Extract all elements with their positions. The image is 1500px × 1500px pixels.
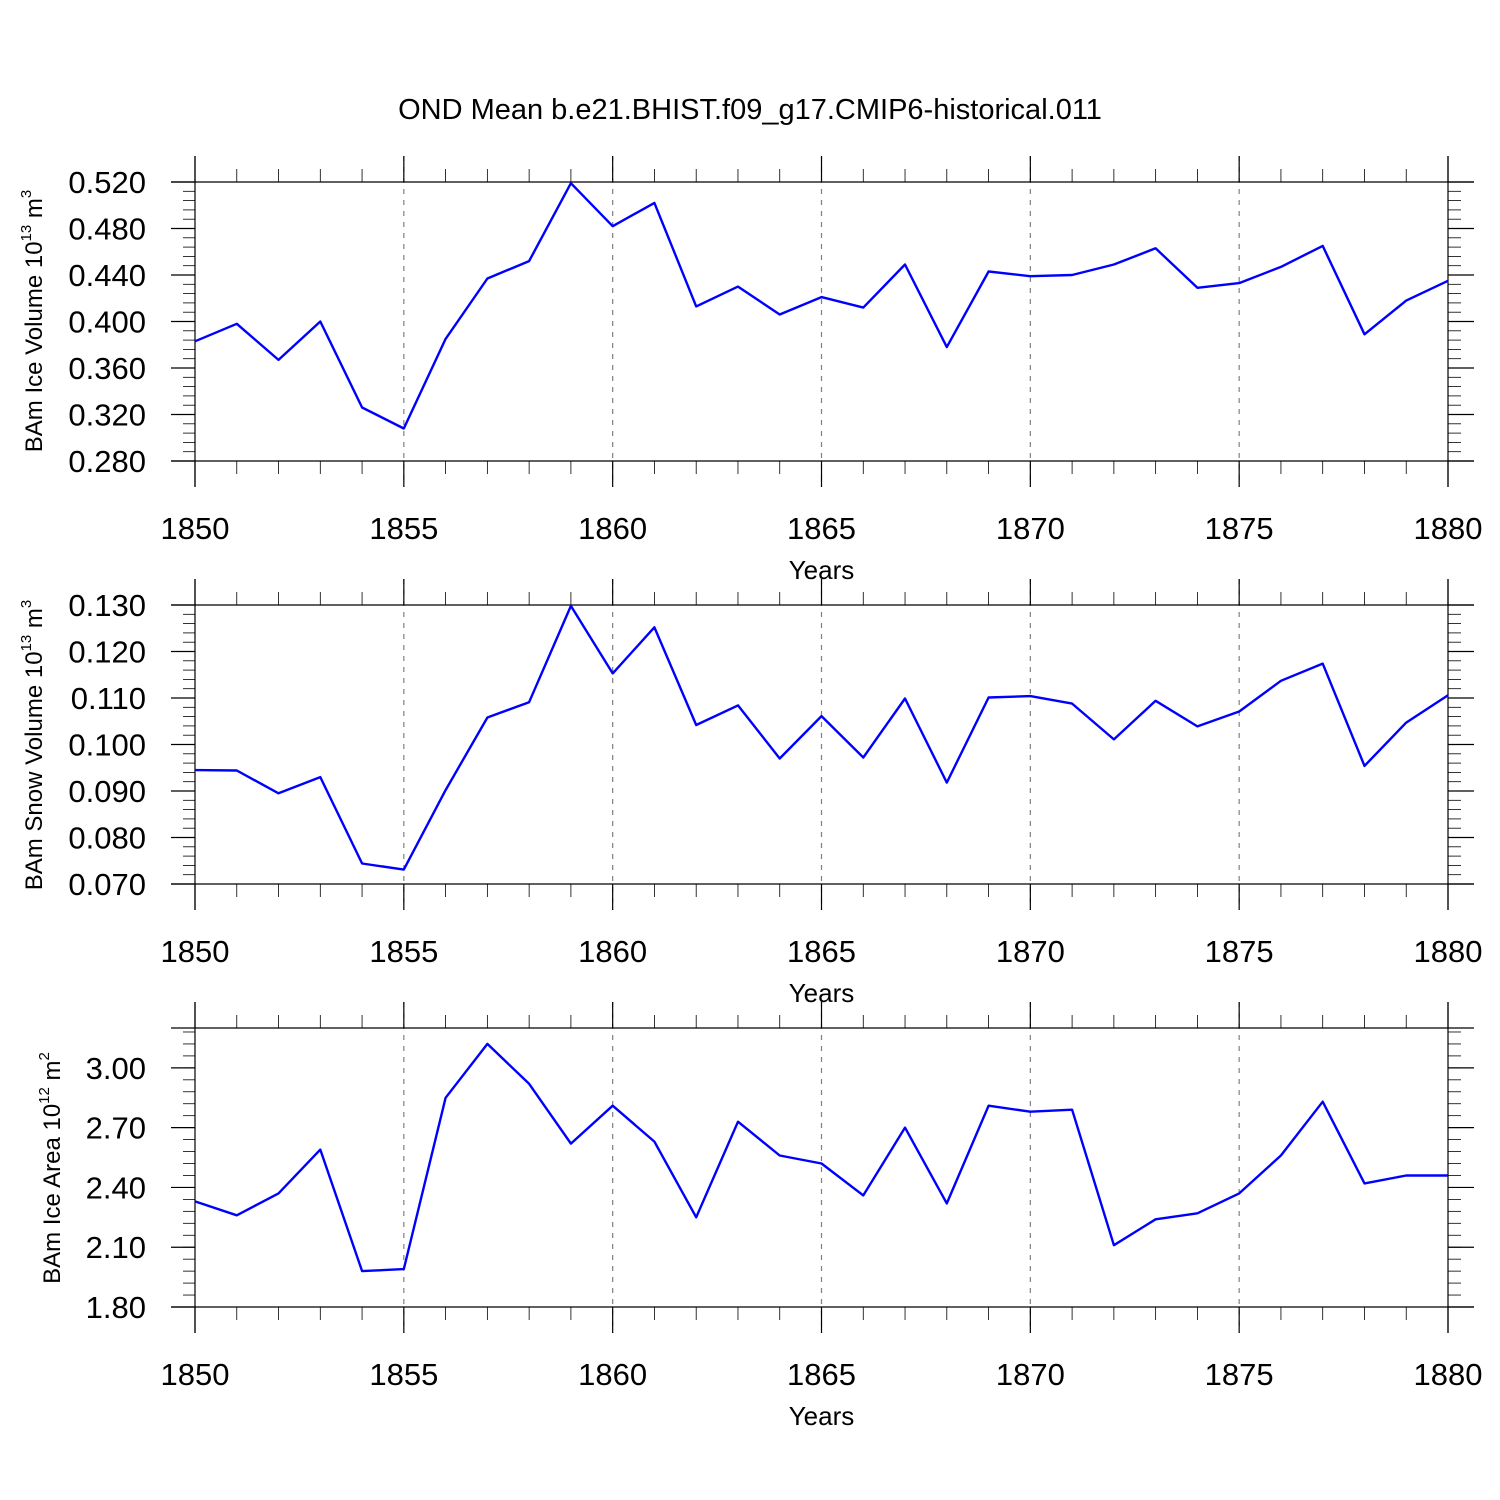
x-tick-label: 1865 (787, 934, 856, 969)
y-tick-label: 2.40 (86, 1170, 146, 1205)
x-tick-label: 1850 (161, 511, 230, 546)
y-axis-label: BAm Ice Volume 1013 m3 (18, 190, 48, 452)
y-tick-label: 2.10 (86, 1230, 146, 1265)
x-tick-label: 1880 (1414, 1357, 1483, 1392)
y-tick-label: 0.080 (68, 821, 146, 856)
x-tick-label: 1870 (996, 511, 1065, 546)
y-tick-label: 0.320 (68, 398, 146, 433)
chart-panel-2: 0.070 0.080 0.090 0.100 0.110 0.120 0.130 1850 1… (18, 579, 1482, 1008)
y-tick-label: 0.100 (68, 728, 146, 763)
x-tick-label: 1860 (578, 1357, 647, 1392)
x-tick-label: 1860 (578, 934, 647, 969)
y-tick-label: 0.090 (68, 774, 146, 809)
y-tick-label: 0.360 (68, 351, 146, 386)
y-tick-label: 0.110 (71, 681, 146, 716)
x-tick-label: 1855 (369, 511, 438, 546)
x-tick-label: 1875 (1205, 934, 1274, 969)
x-tick-label: 1855 (369, 1357, 438, 1392)
y-tick-label: 3.00 (86, 1051, 146, 1086)
x-tick-label: 1875 (1205, 1357, 1274, 1392)
x-tick-label: 1865 (787, 511, 856, 546)
figure-title: OND Mean b.e21.BHIST.f09_g17.CMIP6-histo… (398, 94, 1102, 126)
x-tick-label: 1850 (161, 934, 230, 969)
x-tick-label: 1855 (369, 934, 438, 969)
x-tick-label: 1875 (1205, 511, 1274, 546)
x-tick-label: 1860 (578, 511, 647, 546)
y-tick-label: 0.520 (68, 165, 146, 200)
x-tick-label: 1850 (161, 1357, 230, 1392)
x-tick-label: 1880 (1414, 511, 1483, 546)
y-axis-label: BAm Snow Volume 1013 m3 (18, 600, 48, 891)
y-tick-label: 0.130 (68, 588, 146, 623)
y-tick-label: 2.70 (86, 1111, 146, 1146)
chart-panel-1: 0.280 0.320 0.360 0.400 0.440 0.480 0.520 1850 1… (18, 156, 1482, 585)
x-axis-label: Years (789, 1401, 855, 1431)
y-tick-label: 0.480 (68, 212, 146, 247)
series-line (194, 181, 1449, 430)
x-tick-label: 1870 (996, 1357, 1065, 1392)
y-tick-label: 0.400 (68, 305, 146, 340)
y-tick-label: 0.280 (68, 444, 146, 479)
y-tick-label: 1.80 (86, 1290, 146, 1325)
x-tick-label: 1870 (996, 934, 1065, 969)
y-tick-label: 0.440 (68, 258, 146, 293)
y-tick-label: 0.070 (68, 867, 146, 902)
x-tick-label: 1865 (787, 1357, 856, 1392)
series-line (194, 1042, 1448, 1273)
y-axis-label: BAm Ice Area 1012 m2 (36, 1052, 66, 1284)
chart-panel-3: 1.80 2.10 2.40 2.70 3.00 1850 1855 1860 1865 1870… (36, 1002, 1482, 1431)
x-tick-label: 1880 (1414, 934, 1483, 969)
y-tick-label: 0.120 (68, 635, 146, 670)
series-line (194, 604, 1449, 871)
